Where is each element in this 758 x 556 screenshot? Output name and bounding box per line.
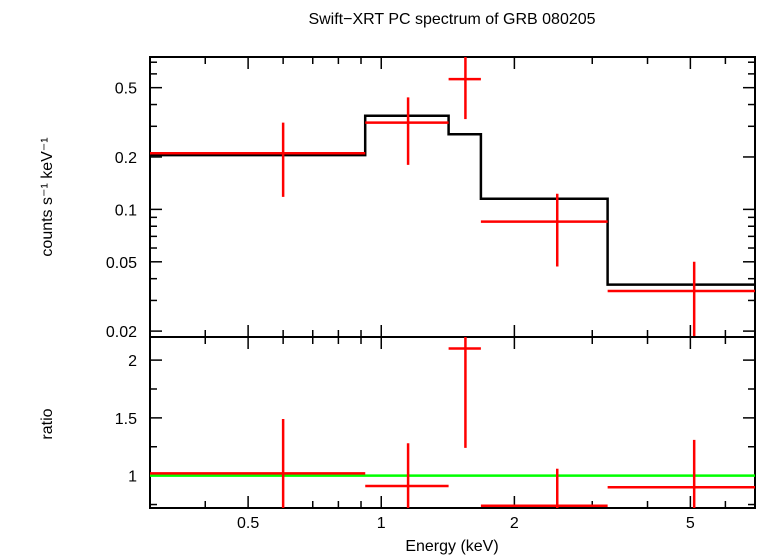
spectrum-axis-ticks: 0.02 0.05 0.1 0.2 0.5	[106, 57, 756, 341]
model-step-line	[150, 114, 755, 286]
ratio-axis-ticks: 0.5 1 2 5 1 1.5 2	[115, 337, 756, 532]
y-tick-label: 2	[128, 353, 137, 370]
x-axis-label: Energy (keV)	[405, 538, 498, 555]
y-tick-label: 0.1	[115, 202, 137, 219]
y-tick-label: 1.5	[115, 411, 137, 428]
y-tick-label: 0.05	[106, 255, 137, 272]
ratio-data-point	[150, 419, 366, 508]
ratio-data-point	[480, 468, 608, 508]
model-step-path	[150, 114, 755, 286]
y-tick-label: 0.5	[115, 81, 137, 98]
spectrum-data-points	[150, 57, 755, 337]
x-tick-label: 2	[510, 515, 519, 532]
spectrum-panel: 0.02 0.05 0.1 0.2 0.5 counts s⁻¹ keV⁻¹	[39, 56, 756, 341]
y-tick-label: 0.2	[115, 150, 137, 167]
spectrum-data-point	[150, 122, 366, 197]
y-tick-label: 0.02	[106, 324, 137, 341]
ratio-data-points	[150, 337, 755, 508]
ratio-data-point	[607, 439, 755, 508]
x-tick-label: 5	[686, 515, 695, 532]
spectrum-panel-frame	[149, 56, 756, 338]
spectrum-data-point	[480, 193, 608, 267]
spectrum-data-point	[365, 97, 449, 165]
ratio-data-point	[365, 443, 449, 508]
y-axis-label-counts: counts s⁻¹ keV⁻¹	[39, 137, 56, 256]
spectrum-data-point	[448, 57, 481, 120]
spectrum-data-point	[607, 261, 755, 337]
x-tick-label: 0.5	[237, 515, 259, 532]
x-tick-label: 1	[377, 515, 386, 532]
chart-title: Swift−XRT PC spectrum of GRB 080205	[308, 11, 595, 28]
ratio-panel-frame	[149, 336, 756, 509]
ratio-data-point	[448, 337, 481, 448]
y-axis-label-ratio: ratio	[39, 408, 56, 439]
y-tick-label: 1	[128, 469, 137, 486]
ratio-panel: 0.5 1 2 5 1 1.5 2 ratio Energy (keV)	[39, 336, 756, 555]
